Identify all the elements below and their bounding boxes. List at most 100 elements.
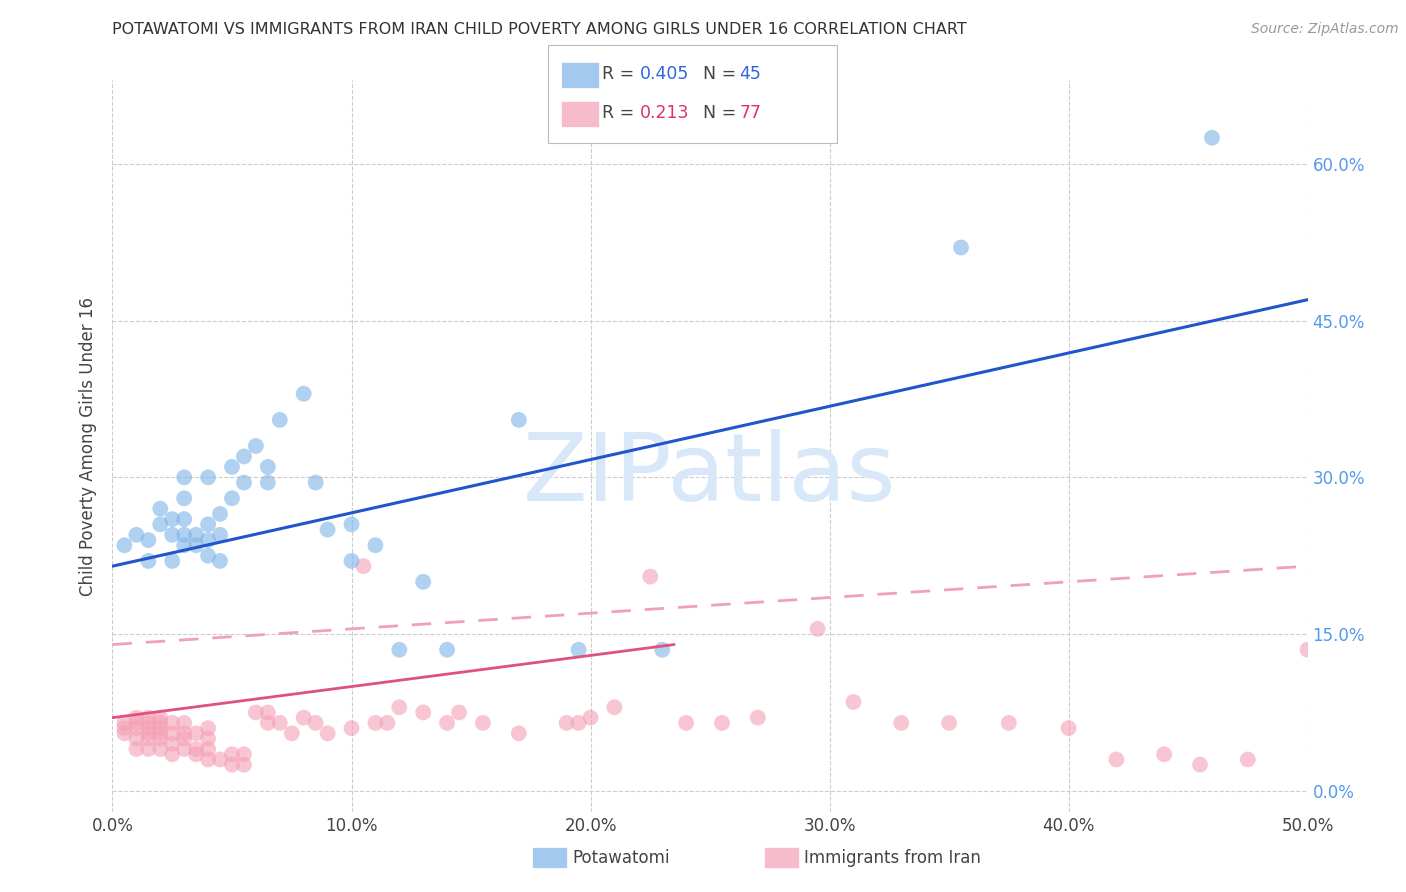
Point xyxy=(890,715,912,730)
Point xyxy=(114,721,135,735)
Point xyxy=(173,491,195,506)
Point xyxy=(162,528,183,542)
Point xyxy=(221,757,243,772)
Text: Source: ZipAtlas.com: Source: ZipAtlas.com xyxy=(1251,22,1399,37)
Point xyxy=(281,726,304,740)
Point xyxy=(269,413,291,427)
Point xyxy=(257,475,280,490)
Point xyxy=(412,574,434,589)
Point xyxy=(245,439,267,453)
Point xyxy=(173,470,195,484)
Text: 0.213: 0.213 xyxy=(640,104,689,122)
Point xyxy=(436,642,458,657)
Point xyxy=(208,528,231,542)
Point xyxy=(138,726,160,740)
Point xyxy=(125,715,148,730)
Point xyxy=(114,538,135,552)
Point xyxy=(436,715,458,730)
Point xyxy=(149,742,172,756)
Point xyxy=(638,569,662,583)
Point xyxy=(173,538,195,552)
Point xyxy=(603,700,626,714)
Point xyxy=(162,737,183,751)
Point xyxy=(304,475,326,490)
Point xyxy=(555,715,578,730)
Point xyxy=(232,475,256,490)
Point xyxy=(316,726,339,740)
Point xyxy=(257,706,280,720)
Point xyxy=(412,706,434,720)
Point xyxy=(1296,642,1319,657)
Point xyxy=(472,715,495,730)
Point xyxy=(197,533,219,547)
Point xyxy=(292,711,315,725)
Point xyxy=(149,731,172,746)
Point xyxy=(257,715,280,730)
Text: POTAWATOMI VS IMMIGRANTS FROM IRAN CHILD POVERTY AMONG GIRLS UNDER 16 CORRELATIO: POTAWATOMI VS IMMIGRANTS FROM IRAN CHILD… xyxy=(112,22,967,37)
Point xyxy=(162,512,183,526)
Point xyxy=(162,726,183,740)
Point xyxy=(352,559,374,574)
Point xyxy=(197,470,219,484)
Point xyxy=(221,459,243,474)
Point xyxy=(197,731,219,746)
Point xyxy=(711,715,734,730)
Point xyxy=(173,742,195,756)
Point xyxy=(388,700,411,714)
Point xyxy=(651,642,673,657)
Point xyxy=(208,752,231,766)
Text: R =: R = xyxy=(602,104,645,122)
Point xyxy=(208,554,231,568)
Point xyxy=(221,747,243,762)
Text: 45: 45 xyxy=(740,65,762,83)
Point xyxy=(197,742,219,756)
Point xyxy=(508,413,530,427)
Point xyxy=(340,721,363,735)
Point xyxy=(364,538,387,552)
Point xyxy=(125,721,148,735)
Point xyxy=(173,512,195,526)
Text: N =: N = xyxy=(703,104,742,122)
Text: Immigrants from Iran: Immigrants from Iran xyxy=(804,849,981,867)
Point xyxy=(567,642,591,657)
Point xyxy=(304,715,326,730)
Point xyxy=(186,742,208,756)
Point xyxy=(173,726,195,740)
Point xyxy=(114,715,135,730)
Text: 77: 77 xyxy=(740,104,762,122)
Point xyxy=(1153,747,1175,762)
Point xyxy=(208,507,231,521)
Point xyxy=(138,731,160,746)
Point xyxy=(197,721,219,735)
Point xyxy=(138,715,160,730)
Point xyxy=(197,517,219,532)
Point xyxy=(232,450,256,464)
Point xyxy=(747,711,769,725)
Y-axis label: Child Poverty Among Girls Under 16: Child Poverty Among Girls Under 16 xyxy=(79,296,97,596)
Point xyxy=(340,554,363,568)
Point xyxy=(232,757,256,772)
Point xyxy=(257,459,280,474)
Point xyxy=(949,240,972,254)
Point xyxy=(114,726,135,740)
Point xyxy=(579,711,602,725)
Point xyxy=(567,715,591,730)
Point xyxy=(125,742,148,756)
Point xyxy=(138,721,160,735)
Text: ZIPatlas: ZIPatlas xyxy=(523,429,897,521)
Point xyxy=(173,528,195,542)
Point xyxy=(221,491,243,506)
Point xyxy=(138,533,160,547)
Point xyxy=(149,715,172,730)
Point xyxy=(162,747,183,762)
Point xyxy=(173,731,195,746)
Point xyxy=(269,715,291,730)
Point xyxy=(186,538,208,552)
Point xyxy=(675,715,697,730)
Point xyxy=(245,706,267,720)
Point xyxy=(125,711,148,725)
Point xyxy=(173,715,195,730)
Text: N =: N = xyxy=(703,65,742,83)
Point xyxy=(162,554,183,568)
Point xyxy=(1237,752,1260,766)
